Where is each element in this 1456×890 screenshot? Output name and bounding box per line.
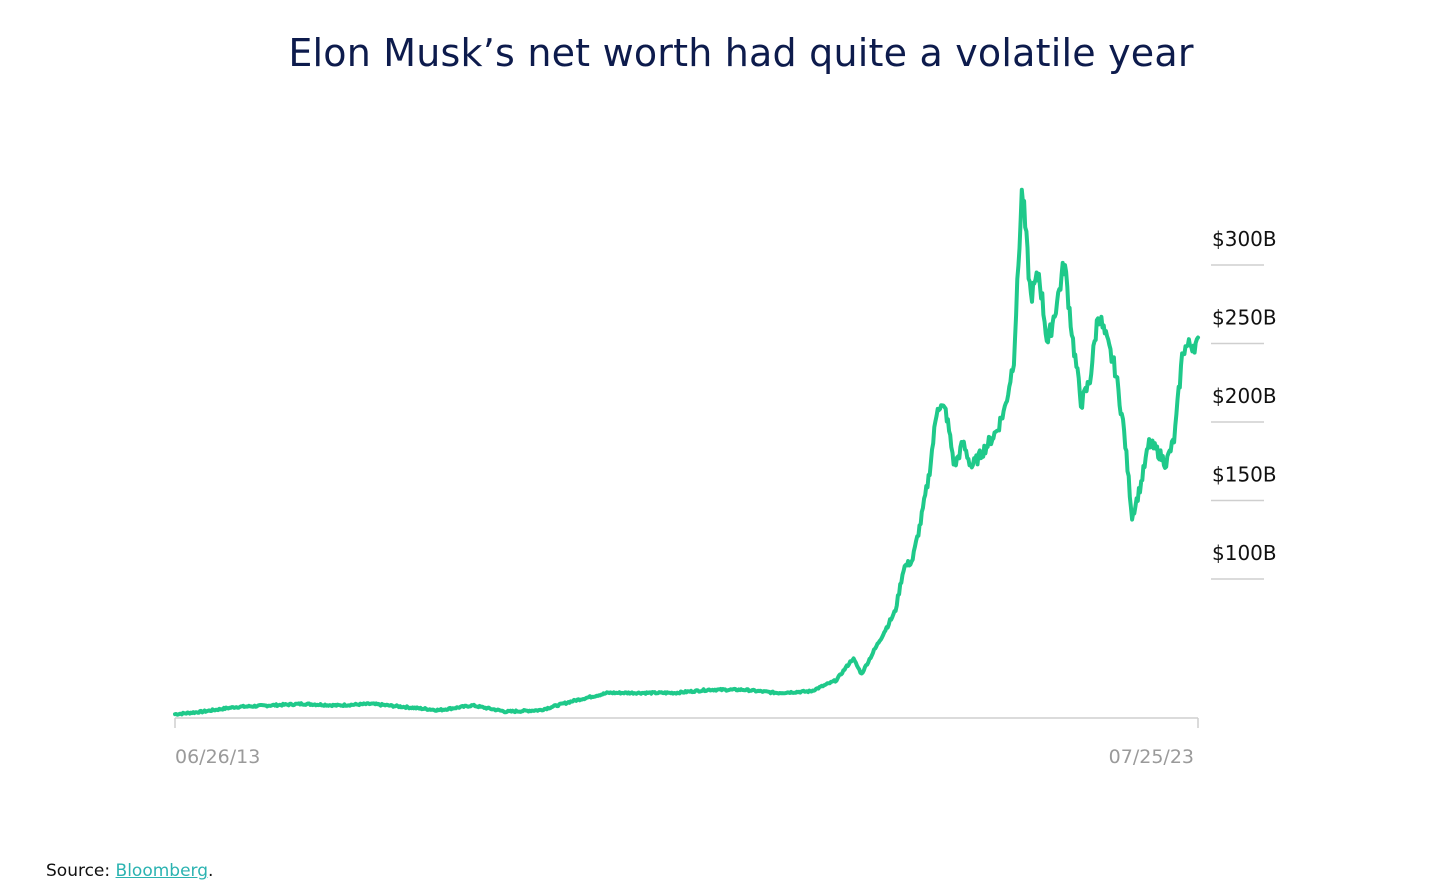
x-tick-label-start: 06/26/13 [175, 746, 260, 768]
y-tick-label: $300B [1212, 227, 1277, 251]
net-worth-series-line [173, 187, 1200, 717]
x-tick-label-end: 07/25/23 [1109, 746, 1194, 768]
source-link[interactable]: Bloomberg [115, 861, 209, 881]
chart-title: Elon Musk’s net worth had quite a volati… [288, 31, 1194, 75]
y-tick-label: $200B [1212, 384, 1277, 408]
x-axis: 06/26/13 07/25/23 [174, 717, 1199, 768]
y-tick-label: $250B [1212, 306, 1277, 330]
y-tick-label: $150B [1212, 463, 1277, 487]
y-axis: $100B $150B $200B $250B $300B [1211, 227, 1277, 580]
source-note: Source: Bloomberg. [46, 861, 213, 881]
source-prefix: Source: [46, 861, 116, 881]
plot-area [173, 187, 1200, 717]
y-tick-label: $100B [1212, 541, 1277, 565]
source-suffix: . [208, 861, 214, 881]
